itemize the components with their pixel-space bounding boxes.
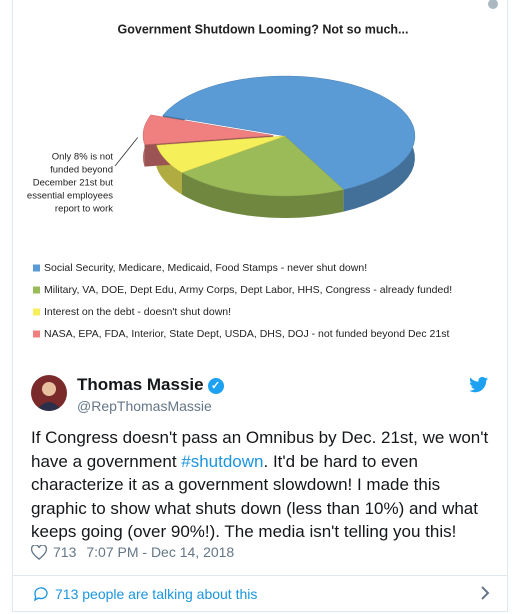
pie-slice xyxy=(162,75,416,190)
tweet-card: Government Shutdown Looming? Not so much… xyxy=(12,0,508,612)
timestamp[interactable]: 7:07 PM - Dec 14, 2018 xyxy=(86,544,235,560)
legend-swatch xyxy=(33,264,40,272)
chart-image: Government Shutdown Looming? Not so much… xyxy=(27,0,498,340)
legend-swatch xyxy=(33,308,40,316)
hashtag[interactable]: #shutdown xyxy=(181,451,264,471)
legend-label: Military, VA, DOE, Dept Edu, Army Corps,… xyxy=(44,284,452,296)
pie-slice xyxy=(156,135,286,173)
chart-title: Government Shutdown Looming? Not so much… xyxy=(118,22,409,36)
legend-swatch xyxy=(33,286,40,294)
chevron[interactable] xyxy=(479,584,491,602)
legend-label: Social Security, Medicare, Medicaid, Foo… xyxy=(44,262,367,274)
annotation: essential employees xyxy=(27,191,113,202)
author[interactable]: Thomas Massie xyxy=(77,375,204,394)
author-handle[interactable]: @RepThomasMassie xyxy=(77,398,212,414)
conversation-link[interactable]: 713 people are talking about this xyxy=(33,586,257,602)
tweet-footer[interactable]: 713 people are talking about this xyxy=(13,575,507,612)
legend-label: Interest on the debt - doesn't shut down… xyxy=(44,306,231,318)
annotation: December 21st but xyxy=(33,178,114,189)
reply-icon xyxy=(34,587,48,602)
pie-slice xyxy=(142,114,274,145)
twitter-logo[interactable] xyxy=(469,376,489,394)
avatar[interactable] xyxy=(31,375,67,411)
annotation: funded beyond xyxy=(50,165,113,176)
like-icon[interactable] xyxy=(31,544,47,560)
legend-swatch xyxy=(33,330,40,338)
tweet-text: If Congress doesn't pass an Omnibus by D… xyxy=(31,426,497,544)
like-count[interactable]: 713 xyxy=(53,544,77,560)
annotation: Only 8% is not xyxy=(52,152,114,163)
legend-label: NASA, EPA, FDA, Interior, State Dept, US… xyxy=(44,328,449,340)
annotation: report to work xyxy=(55,204,113,215)
info-icon[interactable] xyxy=(488,0,498,9)
tweet-meta: 713 7:07 PM - Dec 14, 2018 xyxy=(31,544,234,560)
talking-count[interactable]: 713 people are talking about this xyxy=(55,586,258,602)
leader-line xyxy=(114,137,138,167)
avatar-image xyxy=(36,382,62,411)
verified-badge: ✓ xyxy=(207,378,224,394)
text: If Congress doesn't pass an Omnibus by D… xyxy=(31,428,489,471)
author-name[interactable]: Thomas Massie ✓ xyxy=(77,375,224,395)
pie-slice xyxy=(181,135,345,197)
text: . It'd be hard to even characterize it a… xyxy=(31,451,478,542)
